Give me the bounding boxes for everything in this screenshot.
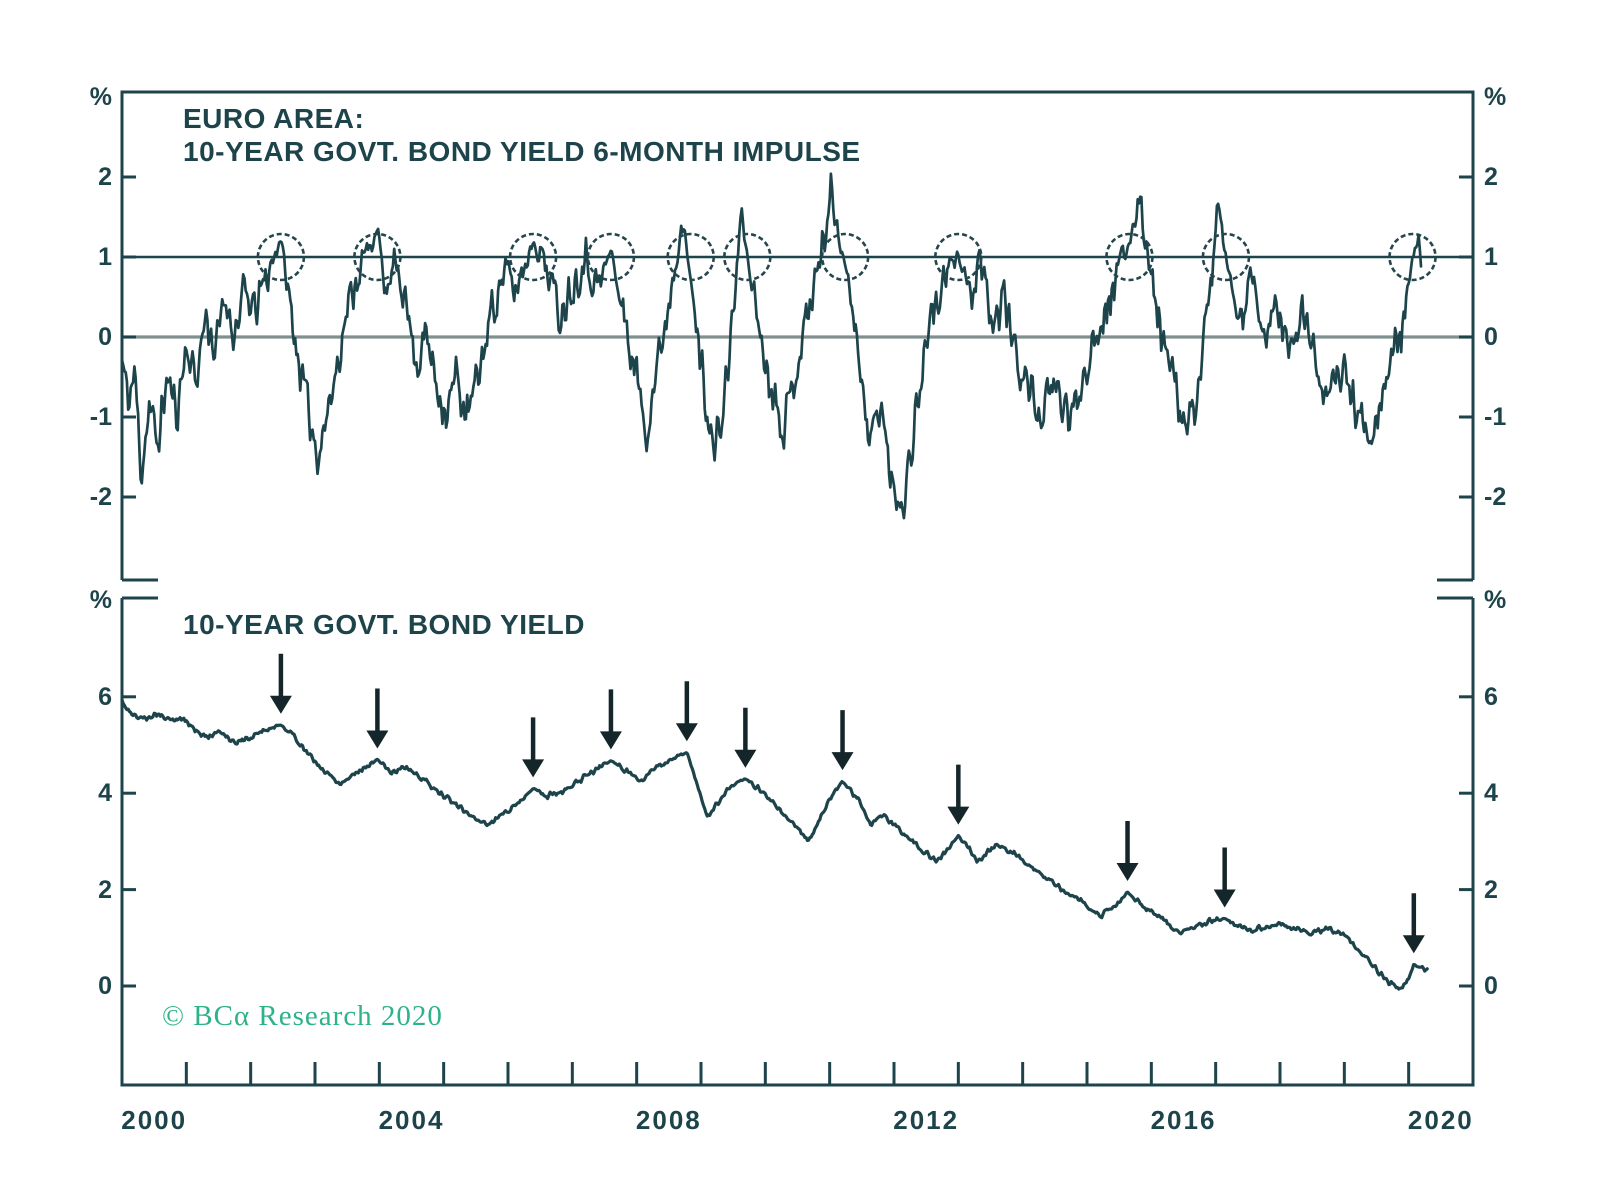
y-tick-label-left: 6 — [98, 682, 112, 711]
yield-peak-arrow-head — [522, 759, 545, 778]
y-tick-label-right: 6 — [1484, 682, 1498, 711]
y-tick-label-left: 0 — [98, 323, 112, 351]
y-tick-label-left: -1 — [89, 403, 112, 431]
y-tick-label-right: 0 — [1484, 972, 1498, 1000]
x-year-label-2000: 2000 — [121, 1105, 188, 1135]
impulse-series-line — [120, 172, 1423, 520]
impulse-peak-circle — [820, 232, 870, 282]
percent-sign-right-top: % — [1484, 83, 1507, 111]
impulse-peak-circle — [666, 232, 716, 282]
yield-peak-arrow-head — [269, 695, 292, 714]
percent-sign-left-bottom: % — [89, 586, 112, 614]
impulse-peak-circle — [256, 232, 306, 282]
y-tick-label-right: 2 — [1484, 875, 1498, 904]
x-year-label-2004: 2004 — [378, 1105, 445, 1135]
bca-research-logo: © BCα Research 2020 — [162, 1000, 443, 1032]
percent-sign-right-bottom: % — [1484, 586, 1507, 614]
y-tick-label-right: -2 — [1484, 483, 1507, 511]
yield-peak-arrow-head — [831, 752, 854, 771]
x-year-label-2020: 2020 — [1407, 1105, 1474, 1135]
yield-peak-arrow-head — [1116, 863, 1139, 882]
impulse-peak-circle — [353, 232, 402, 282]
y-tick-label-left: 4 — [98, 779, 112, 808]
impulse-peak-circle — [1105, 232, 1154, 282]
y-tick-label-left: -2 — [89, 483, 112, 511]
y-tick-label-right: 1 — [1484, 243, 1498, 271]
bottom-panel-frame — [120, 596, 1475, 1087]
y-tick-label-right: 2 — [1484, 163, 1498, 191]
y-tick-label-right: 4 — [1484, 779, 1498, 808]
y-tick-label-left: 1 — [98, 243, 112, 271]
yield-series-line — [120, 698, 1429, 991]
y-tick-label-left: 0 — [98, 972, 112, 1000]
impulse-peak-circle — [586, 232, 636, 282]
y-tick-label-left: 2 — [98, 875, 112, 904]
y-tick-label-right: 0 — [1484, 323, 1498, 351]
yield-peak-arrow-head — [366, 730, 389, 749]
top-panel-title-line1: EURO AREA: — [183, 103, 365, 134]
impulse-peak-circle — [1201, 232, 1251, 282]
x-year-label-2012: 2012 — [893, 1105, 960, 1135]
bottom-panel-title: 10-YEAR GOVT. BOND YIELD — [183, 609, 586, 640]
yield-peak-arrow-head — [734, 749, 757, 768]
impulse-peak-circle — [723, 232, 772, 282]
impulse-peak-circle — [1388, 232, 1437, 282]
impulse-peak-circle — [934, 232, 983, 282]
impulse-peak-circle — [508, 232, 558, 282]
y-tick-label-right: -1 — [1484, 403, 1507, 431]
percent-sign-left-top: % — [89, 83, 112, 111]
x-year-label-2016: 2016 — [1150, 1105, 1217, 1135]
y-tick-label-left: 2 — [98, 163, 112, 191]
yield-peak-arrow-head — [599, 731, 622, 750]
yield-peak-arrow-head — [947, 806, 970, 825]
yield-peak-arrow-head — [1213, 889, 1236, 908]
yield-peak-arrow-head — [675, 723, 698, 742]
yield-peak-arrow-head — [1402, 935, 1425, 954]
top-panel-title: EURO AREA: 10-YEAR GOVT. BOND YIELD 6-MO… — [183, 102, 861, 168]
top-panel-title-line2: 10-YEAR GOVT. BOND YIELD 6-MONTH IMPULSE — [183, 136, 861, 167]
x-year-label-2008: 2008 — [635, 1105, 702, 1135]
